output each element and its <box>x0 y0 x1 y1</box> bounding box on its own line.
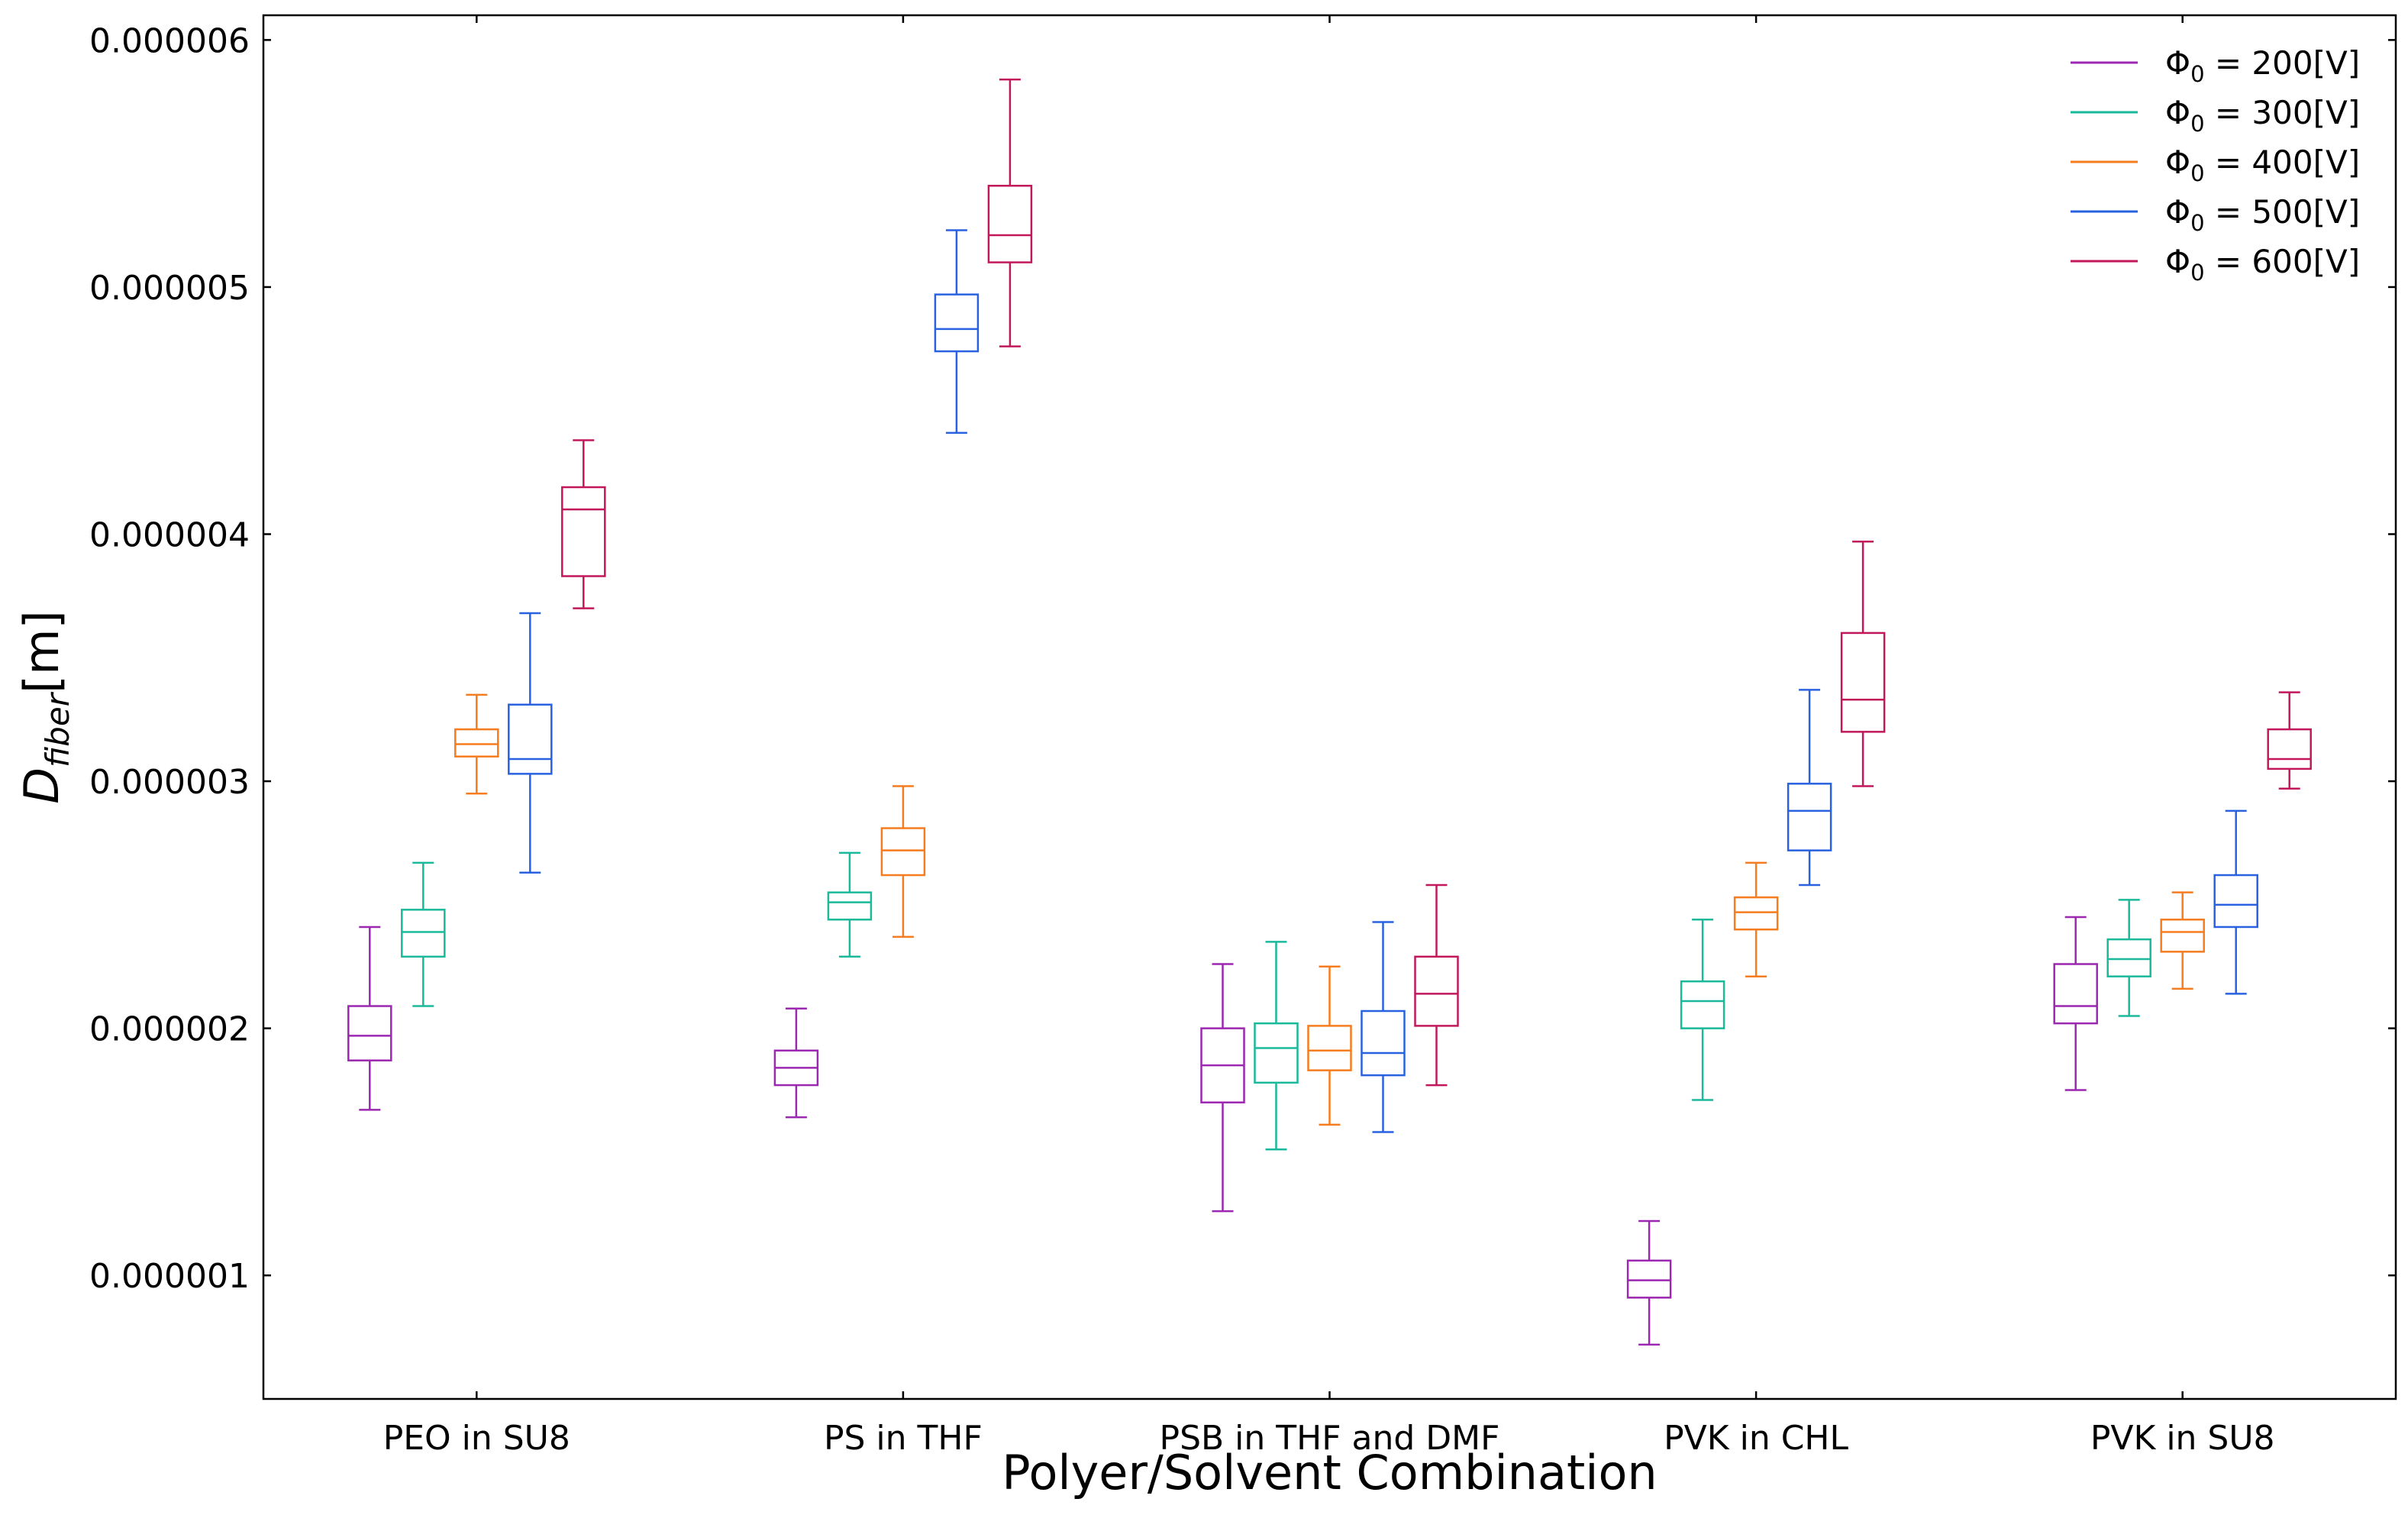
box <box>827 851 873 958</box>
legend-label-sub: 0 <box>2190 111 2204 137</box>
box <box>1414 883 1459 1087</box>
box <box>2213 809 2258 995</box>
box <box>1254 941 1299 1151</box>
legend: Φ0 = 200[V]Φ0 = 300[V]Φ0 = 400[V]Φ0 = 50… <box>2071 44 2360 286</box>
x-tick-label: PVK in CHL <box>1664 1419 1848 1458</box>
x-axis: PEO in SU8 PS in THF PSB in THF and DMF PVK… <box>383 15 2275 1458</box>
legend-label-symbol: Φ <box>2165 94 2190 131</box>
box-body <box>347 1005 392 1061</box>
box-body <box>401 909 446 958</box>
legend-label: Φ0 = 300[V] <box>2165 94 2360 137</box>
legend-label: Φ0 = 600[V] <box>2165 243 2360 286</box>
box-body <box>1307 1025 1352 1071</box>
box <box>1787 689 1832 887</box>
box-body <box>827 891 873 921</box>
x-tick-label: PS in THF <box>824 1419 983 1458</box>
legend-label: Φ0 = 400[V] <box>2165 144 2360 186</box>
box <box>1840 540 1886 787</box>
box <box>2053 916 2098 1091</box>
box-body <box>880 827 926 877</box>
legend-label-rest: = 200[V] <box>2205 44 2361 82</box>
box-body <box>2160 919 2205 953</box>
legend-entry: Φ0 = 300[V] <box>2071 94 2360 137</box>
box <box>561 439 606 609</box>
y-title-base: D <box>14 767 69 804</box>
box-body <box>2213 874 2258 929</box>
box-group <box>347 78 2312 1346</box>
box-body <box>1254 1022 1299 1084</box>
box-body <box>1733 896 1779 931</box>
legend-label-rest: = 400[V] <box>2205 144 2361 181</box>
legend-entry: Φ0 = 200[V] <box>2071 44 2360 87</box>
y-axis: 0.000001 0.000002 0.000003 0.000004 0.000005… <box>89 21 2396 1296</box>
box-body <box>1680 980 1725 1029</box>
box-body <box>454 728 499 758</box>
legend-label-symbol: Φ <box>2165 144 2190 181</box>
y-tick-label: 0.000001 <box>89 1257 250 1296</box>
box <box>2160 891 2205 990</box>
box-body <box>508 703 553 775</box>
box <box>880 785 926 938</box>
box <box>508 612 553 874</box>
legend-label: Φ0 = 200[V] <box>2165 44 2360 87</box>
box <box>1680 919 1725 1101</box>
y-title-unit: [m] <box>14 610 69 693</box>
box <box>1200 963 1245 1213</box>
box <box>1307 965 1352 1126</box>
legend-label-rest: = 300[V] <box>2205 94 2361 131</box>
legend-label-rest: = 600[V] <box>2205 243 2361 280</box>
legend-label-sub: 0 <box>2190 210 2204 236</box>
box <box>1626 1219 1672 1346</box>
box <box>2267 691 2312 790</box>
x-tick-label: PSB in THF and DMF <box>1160 1419 1500 1458</box>
legend-label-rest: = 500[V] <box>2205 193 2361 231</box>
box <box>2106 899 2151 1017</box>
plot-frame <box>262 14 2397 1400</box>
y-tick-label: 0.000006 <box>89 21 250 60</box>
box-body <box>1840 632 1886 733</box>
box <box>1361 921 1406 1133</box>
box <box>1733 861 1779 977</box>
y-axis-title: Dfiber[m] <box>14 610 76 803</box>
x-tick-label: PVK in SU8 <box>2090 1419 2275 1458</box>
box-body <box>934 293 980 353</box>
x-tick-label: PEO in SU8 <box>383 1419 570 1458</box>
box <box>934 229 980 434</box>
box-body <box>2106 938 2151 977</box>
box-body <box>1787 783 1832 851</box>
legend-entry: Φ0 = 400[V] <box>2071 144 2360 186</box>
box-body <box>2053 963 2098 1025</box>
legend-entry: Φ0 = 500[V] <box>2071 193 2360 236</box>
y-tick-label: 0.000003 <box>89 763 250 802</box>
box-body <box>1626 1259 1672 1299</box>
box <box>773 1007 819 1119</box>
legend-label-symbol: Φ <box>2165 44 2190 82</box>
y-tick-label: 0.000005 <box>89 269 250 308</box>
box <box>454 693 499 795</box>
x-axis-title: Polyer/Solvent Combination <box>1002 1445 1657 1500</box>
box <box>987 78 1033 347</box>
box-body <box>987 185 1033 263</box>
legend-label-sub: 0 <box>2190 160 2204 186</box>
legend-label: Φ0 = 500[V] <box>2165 193 2360 236</box>
box-body <box>1361 1009 1406 1077</box>
legend-label-symbol: Φ <box>2165 243 2190 280</box>
legend-entry: Φ0 = 600[V] <box>2071 243 2360 286</box>
box-body <box>2267 728 2312 770</box>
box-body <box>561 486 606 577</box>
y-title-sub: fiber <box>39 691 76 767</box>
legend-label-symbol: Φ <box>2165 193 2190 231</box>
box <box>401 861 446 1007</box>
legend-label-sub: 0 <box>2190 260 2204 286</box>
y-tick-label: 0.000004 <box>89 516 250 555</box>
box-body <box>1414 955 1459 1027</box>
y-tick-label: 0.000002 <box>89 1010 250 1049</box>
box <box>347 925 392 1111</box>
legend-label-sub: 0 <box>2190 61 2204 87</box>
